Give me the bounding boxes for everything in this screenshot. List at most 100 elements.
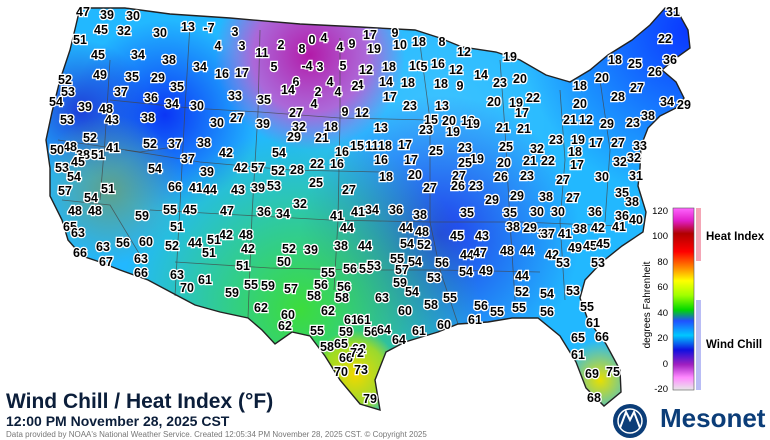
station-value: 43 [105, 113, 119, 127]
station-value: 33 [228, 89, 242, 103]
station-value: 30 [126, 9, 140, 23]
mesonet-logo-mark [613, 404, 647, 438]
station-value: 14 [474, 68, 488, 82]
station-value: 64 [392, 333, 406, 347]
station-value: 12 [457, 45, 471, 59]
station-value: 18 [608, 53, 622, 67]
station-value: 42 [545, 248, 559, 262]
station-value: 65 [571, 331, 585, 345]
station-value: 44 [520, 244, 534, 258]
station-value: 58 [307, 289, 321, 303]
station-value: 27 [556, 173, 570, 187]
station-value: 38 [197, 136, 211, 150]
station-value: 49 [568, 241, 582, 255]
station-value: 63 [170, 268, 184, 282]
station-value: 27 [230, 111, 244, 125]
station-value: 22 [541, 154, 555, 168]
station-value: 52 [282, 242, 296, 256]
station-value: 16 [335, 145, 349, 159]
station-value: 21 [496, 121, 510, 135]
station-value: 22 [310, 157, 324, 171]
station-value: 32 [117, 24, 131, 38]
station-value: 29 [287, 130, 301, 144]
station-value: 44 [399, 221, 413, 235]
station-value: 41 [330, 209, 344, 223]
station-value: 45 [596, 237, 610, 251]
station-value: 42 [234, 161, 248, 175]
station-value: 48 [415, 225, 429, 239]
station-value: 22 [658, 32, 672, 46]
station-value: 19 [571, 133, 585, 147]
station-value: 52 [165, 239, 179, 253]
station-value: 23 [419, 123, 433, 137]
station-value: 27 [289, 106, 303, 120]
station-value: 44 [460, 248, 474, 262]
station-value: 70 [334, 365, 348, 379]
station-value: 2 [278, 38, 285, 52]
station-value: 18 [379, 170, 393, 184]
station-value: 16 [215, 67, 229, 81]
station-value: 34 [165, 97, 179, 111]
station-value: 23 [520, 169, 534, 183]
station-value: 13 [374, 121, 388, 135]
station-value: 16 [330, 157, 344, 171]
station-value: 21 [517, 122, 531, 136]
station-value: 22 [526, 91, 540, 105]
station-value: 18 [573, 79, 587, 93]
station-value: 38 [539, 190, 553, 204]
station-value: 53 [55, 161, 69, 175]
station-value: 14 [379, 75, 393, 89]
station-value: 54 [49, 95, 63, 109]
station-value: 39 [78, 100, 92, 114]
station-value: 48 [68, 204, 82, 218]
station-value: 29 [510, 189, 524, 203]
station-value: 34 [276, 207, 290, 221]
station-value: 55 [512, 301, 526, 315]
station-value: 44 [188, 236, 202, 250]
station-value: 66 [168, 180, 182, 194]
station-value: 51 [101, 182, 115, 196]
station-value: 18 [401, 76, 415, 90]
station-value: 55 [490, 305, 504, 319]
station-value: 51 [73, 33, 87, 47]
station-value: 47 [220, 204, 234, 218]
data-credit: Data provided by NOAA's National Weather… [6, 430, 427, 439]
station-value: 56 [337, 280, 351, 294]
station-value: 60 [437, 318, 451, 332]
station-value: 27 [566, 191, 580, 205]
station-value: 66 [339, 351, 353, 365]
station-value: 51 [91, 148, 105, 162]
station-value: 39 [200, 165, 214, 179]
station-value: 13 [435, 99, 449, 113]
station-value: 36 [257, 205, 271, 219]
station-value: 27 [630, 81, 644, 95]
station-value: 57 [395, 263, 409, 277]
station-value: 56 [314, 278, 328, 292]
station-value: 27 [452, 169, 466, 183]
station-value: 23 [458, 141, 472, 155]
station-value: 51 [202, 246, 216, 260]
station-value: 42 [219, 146, 233, 160]
station-value: 53 [556, 256, 570, 270]
station-value: 23 [403, 99, 417, 113]
station-value: 30 [530, 205, 544, 219]
station-value: 52 [143, 137, 157, 151]
station-value: 51 [236, 259, 250, 273]
station-value: 54 [459, 265, 473, 279]
station-value: 41 [612, 220, 626, 234]
station-value: 75 [606, 365, 620, 379]
station-value: 25 [429, 144, 443, 158]
legend-color-bar [672, 207, 695, 391]
station-value: 16 [374, 153, 388, 167]
station-value: 4 [215, 39, 222, 53]
station-value: 45 [183, 203, 197, 217]
station-value: 44 [203, 183, 217, 197]
station-value: 23 [549, 133, 563, 147]
station-value: 63 [71, 226, 85, 240]
station-value: 52 [58, 73, 72, 87]
station-value: 61 [571, 348, 585, 362]
station-value: 28 [290, 163, 304, 177]
legend-tick: 0 [663, 359, 668, 370]
station-value: 52 [83, 131, 97, 145]
station-value: 30 [595, 170, 609, 184]
